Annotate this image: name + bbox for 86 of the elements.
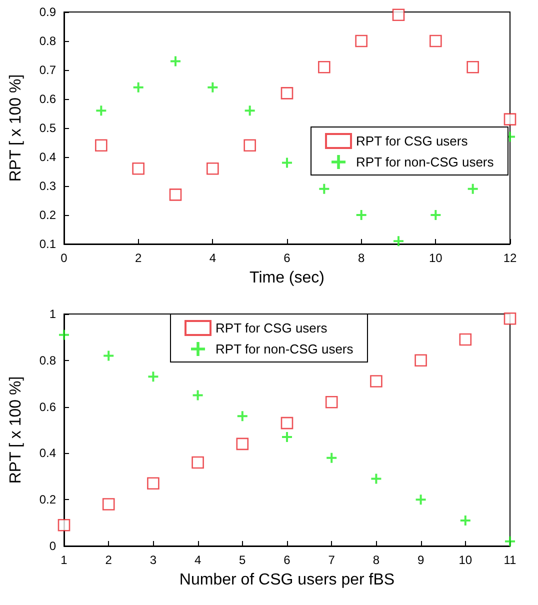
point (280, 416, 294, 430)
point (370, 375, 382, 388)
y-tick-label: 0.5 (39, 121, 56, 135)
point (244, 106, 255, 116)
x-tick-label: 6 (284, 553, 291, 567)
point (504, 113, 516, 126)
point (282, 158, 292, 168)
x-tick-label: 7 (328, 553, 336, 567)
x-tick-label: 0 (60, 251, 68, 265)
point (355, 34, 368, 48)
point (414, 354, 427, 367)
point (206, 162, 219, 175)
y-axis-title: RPT [ x 100 %] (8, 74, 24, 182)
point (102, 498, 115, 510)
point (59, 330, 69, 340)
point (95, 139, 108, 152)
y-tick-label: 1 (49, 307, 56, 321)
y-tick-label: 0.6 (39, 400, 56, 414)
point (280, 87, 294, 100)
point (394, 236, 404, 246)
y-tick-label: 0.4 (39, 446, 56, 460)
x-tick-label: 4 (209, 251, 216, 265)
y-tick-label: 0.3 (39, 179, 56, 193)
y-tick-label: 0.7 (39, 63, 56, 77)
legend-label: RPT for CSG users (216, 320, 328, 336)
legend-label: RPT for non-CSG users (216, 342, 354, 356)
point (133, 82, 144, 92)
point (282, 432, 292, 442)
point (325, 396, 338, 408)
point (504, 312, 516, 325)
x-tick-label: 2 (105, 553, 112, 567)
point (326, 452, 337, 463)
x-tick-label: 12 (503, 251, 517, 265)
x-tick-label: 5 (239, 553, 246, 567)
y-tick-label: 0.8 (39, 353, 56, 368)
point (468, 184, 478, 194)
x-tick-label: 11 (504, 553, 517, 567)
point (147, 477, 160, 490)
point (318, 60, 330, 74)
point (459, 333, 472, 346)
point (96, 106, 106, 116)
point (430, 210, 441, 220)
point (104, 350, 114, 361)
y-tick-label: 0.9 (39, 5, 56, 19)
point (244, 139, 256, 152)
x-tick-label: 4 (194, 553, 202, 567)
y-axis-title: RPT [ x 100 %] (8, 376, 24, 484)
point (460, 515, 470, 526)
x-tick-label: 10 (428, 251, 443, 265)
point (192, 390, 203, 400)
point (430, 34, 442, 48)
point (371, 474, 382, 484)
point (505, 536, 515, 546)
x-tick-label: 3 (150, 553, 157, 567)
x-tick-label: 10 (458, 553, 472, 567)
point (356, 210, 366, 220)
point (416, 494, 426, 505)
x-tick-label: 6 (284, 251, 291, 265)
x-axis-title: Time (sec) (250, 270, 324, 286)
point (58, 518, 70, 532)
y-tick-label: 0.2 (39, 208, 56, 222)
legend-label: RPT for CSG users (356, 134, 468, 148)
point (392, 8, 405, 22)
point (132, 162, 144, 175)
x-tick-label: 8 (358, 251, 365, 265)
point (319, 184, 330, 194)
point (208, 82, 218, 92)
legend-label: RPT for non-CSG users (356, 154, 494, 170)
y-tick-label: 0 (49, 539, 56, 553)
y-tick-label: 0.2 (39, 492, 56, 507)
point (237, 411, 248, 422)
x-tick-label: 9 (417, 553, 424, 567)
y-tick-label: 0.4 (39, 150, 56, 164)
point (192, 456, 204, 469)
point (236, 438, 249, 450)
point (170, 56, 180, 66)
x-tick-label: 1 (60, 553, 68, 567)
point (169, 188, 182, 201)
y-tick-label: 0.6 (39, 92, 56, 106)
point (148, 372, 158, 382)
y-tick-label: 0.1 (39, 237, 56, 251)
point (466, 60, 479, 74)
x-axis-title: Number of CSG users per fBS (179, 572, 395, 588)
y-tick-label: 0.8 (39, 34, 56, 48)
x-tick-label: 8 (372, 553, 380, 567)
x-tick-label: 2 (134, 251, 142, 265)
